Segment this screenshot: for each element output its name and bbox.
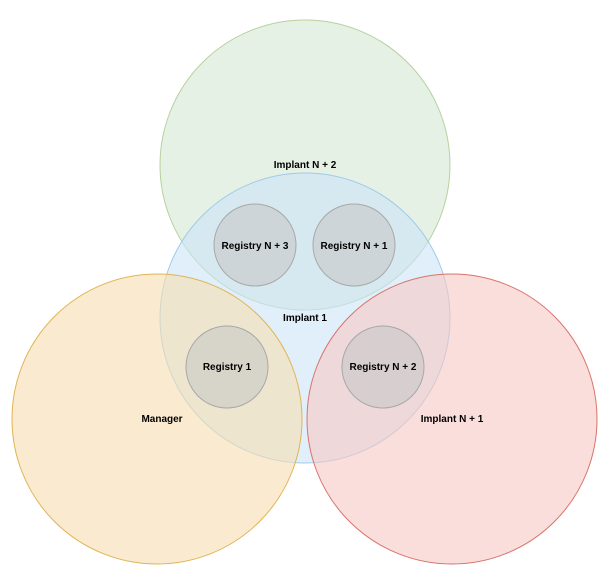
implant-n2-label: Implant N + 2 bbox=[274, 160, 337, 171]
implant-1-label: Implant 1 bbox=[283, 313, 327, 324]
implant-n1-label: Implant N + 1 bbox=[421, 414, 484, 425]
manager-label: Manager bbox=[141, 414, 182, 425]
registry-n1-circle[interactable] bbox=[312, 203, 396, 287]
registry-n2-circle[interactable] bbox=[341, 325, 425, 409]
registry-1-label: Registry 1 bbox=[203, 362, 252, 373]
registry-n3-label: Registry N + 3 bbox=[222, 241, 289, 252]
registry-n1-label: Registry N + 1 bbox=[321, 241, 388, 252]
registry-n3-circle[interactable] bbox=[213, 203, 297, 287]
registry-1-circle[interactable] bbox=[185, 325, 269, 409]
registry-n2-label: Registry N + 2 bbox=[350, 362, 417, 373]
